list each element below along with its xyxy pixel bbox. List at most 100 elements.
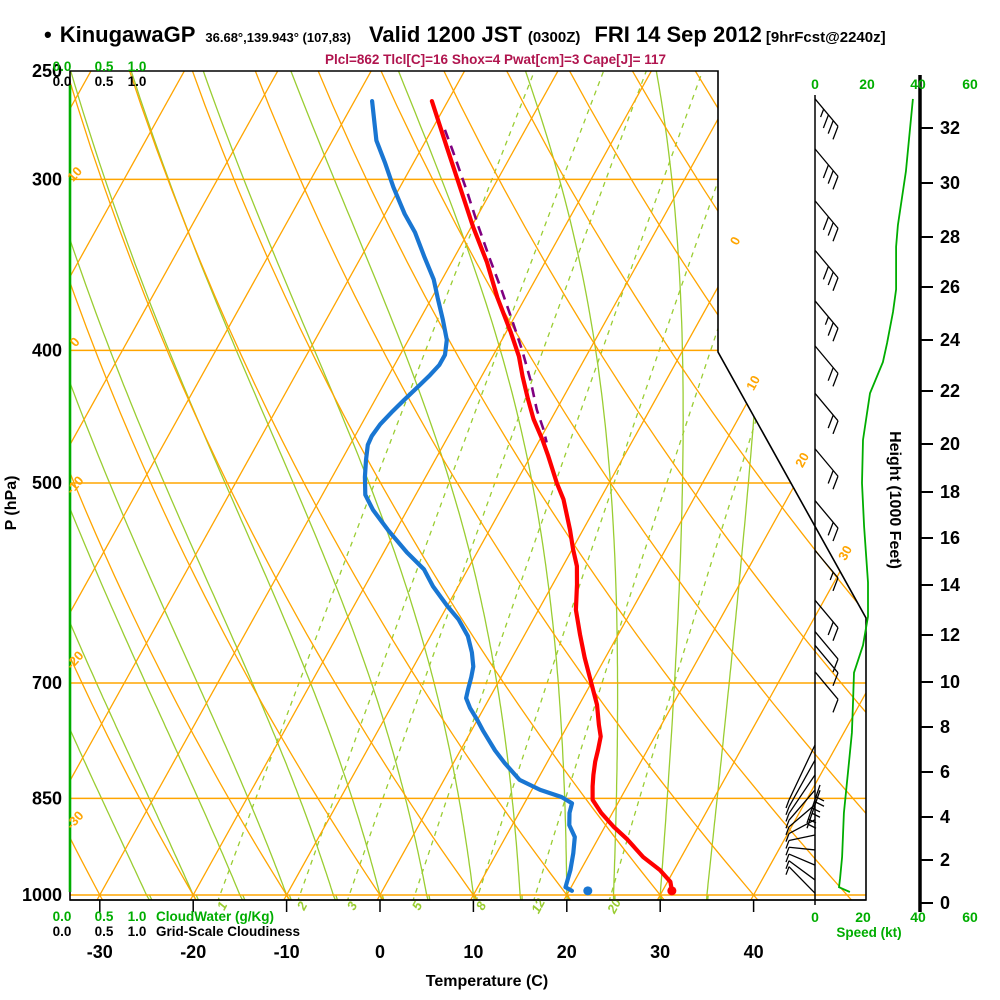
height-tick-label: 10 [940,672,960,692]
isotherm-line [280,71,749,900]
dry-adiabat-line [70,71,399,900]
speed-tick-label-top: 60 [962,76,978,92]
moist-adiabat-line [70,71,390,900]
isotherm-label: 0 [727,234,744,248]
chart-title: • KinugawaGP 36.68°,139.943° (107,83) Va… [44,22,886,48]
isotherm-line [654,71,866,900]
cloudiness-scale-top: 0.0 [53,74,72,89]
pressure-tick-label: 300 [32,169,62,189]
moist-adiabat-line [70,71,163,900]
speed-axis-title: Speed (kt) [836,925,901,940]
temperature-tick-label: -30 [87,942,113,962]
cloudwater-scale-bottom: 0.5 [95,909,114,924]
pressure-tick-label: 250 [32,61,62,81]
mixing-ratio-label: 20 [604,895,625,916]
temperature-tick-label: 0 [375,942,385,962]
temperature-tick-label: -10 [274,942,300,962]
dry-adiabat-line [375,71,866,900]
station-name: KinugawaGP [59,22,196,47]
dry-adiabat-line [312,71,866,900]
dry-adiabat-line [562,71,866,900]
isotherm-line [467,71,866,900]
isotherm-line [70,71,282,900]
dry-adiabat-line [499,71,866,900]
background-isolines [70,71,866,900]
temperature-tick-label: 20 [557,942,577,962]
surface-temperature-dot [667,886,677,896]
isotherm-label: 20 [792,450,812,470]
cloudwater-axis-label: CloudWater (g/Kg) [156,909,274,924]
dry-adiabat-line [437,71,866,900]
dry-adiabat-label: 10 [64,164,85,185]
speed-tick-label-top: 0 [811,76,819,92]
wind-speed-curve [838,98,914,893]
temperature-curve [429,98,675,893]
surface-dewpoint-dot [583,886,593,896]
temperature-axis-title: Temperature (C) [426,973,548,990]
moist-adiabat-line [514,71,619,900]
dry-adiabat-line [70,71,304,900]
height-tick-label: 2 [940,850,950,870]
height-tick-label: 6 [940,762,950,782]
cloudwater-scale-top: 1.0 [128,59,147,74]
cloudiness-axis-label: Grid-Scale Cloudiness [156,924,300,939]
height-tick-label: 30 [940,173,960,193]
speed-tick-label-bottom: 40 [910,909,926,925]
dry-adiabat-line [249,71,777,900]
moist-adiabat-line [192,71,480,900]
isotherm-line [70,71,189,900]
height-tick-label: 4 [940,807,950,827]
height-tick-label: 8 [940,717,950,737]
pressure-axis-title: P (hPa) [3,476,20,531]
moist-adiabat-line [650,71,684,900]
moist-adiabat-line [704,71,770,900]
parcel-path-curve [443,129,548,443]
forecast-tag: [9hrFcst@2240z] [765,29,886,46]
speed-tick-label-top: 20 [859,76,875,92]
moist-adiabat-line [70,71,300,900]
pressure-tick-label: 1000 [22,885,62,905]
station-coords: 36.68°,139.943° (107,83) [205,30,351,45]
pressure-tick-label: 400 [32,340,62,360]
dry-adiabat-line [70,71,210,900]
temperature-tick-label: -20 [180,942,206,962]
dry-adiabat-line [187,71,683,900]
height-tick-label: 16 [940,528,960,548]
dry-adiabat-label: -30 [63,808,87,832]
station-bullet-icon: • [44,22,52,47]
mixing-ratio-line [209,71,540,900]
stability-indices: Plcl=862 Tlcl[C]=16 Shox=4 Pwat[cm]=3 Ca… [325,52,667,67]
pressure-tick-label: 850 [32,788,62,808]
height-axis-title: Height (1000 Feet) [886,431,903,569]
height-tick-label: 14 [940,575,960,595]
height-tick-label: 26 [940,277,960,297]
cloudiness-scale-bottom: 0.0 [53,924,72,939]
isotherm-line [70,71,376,900]
cloudwater-scale-top: 0.5 [95,59,114,74]
isotherm-line [560,71,866,900]
moist-adiabat-line [279,71,525,900]
dry-adiabat-line [749,71,866,900]
isotherm-line [93,71,562,900]
dry-adiabat-label: -10 [63,473,87,497]
speed-tick-label-bottom: 0 [811,909,819,925]
isotherm-line [373,71,843,900]
temperature-tick-label: 40 [744,942,764,962]
cloudwater-scale-top: 0.0 [53,59,72,74]
mixing-ratio-line [405,71,708,900]
mixing-ratio-line [289,71,609,900]
dry-adiabat-line [70,71,493,900]
speed-tick-label-top: 40 [910,76,926,92]
height-tick-label: 24 [940,330,960,350]
moist-adiabat-line [121,71,435,900]
cloudwater-scale-bottom: 1.0 [128,909,147,924]
temperature-tick-label: 30 [650,942,670,962]
moist-adiabat-line [70,71,345,900]
cloudiness-scale-bottom: 1.0 [128,924,147,939]
isotherm-line [747,71,866,900]
dry-adiabat-line [812,71,866,900]
mixing-ratio-line [339,71,652,900]
cloudiness-scale-bottom: 0.5 [95,924,114,939]
